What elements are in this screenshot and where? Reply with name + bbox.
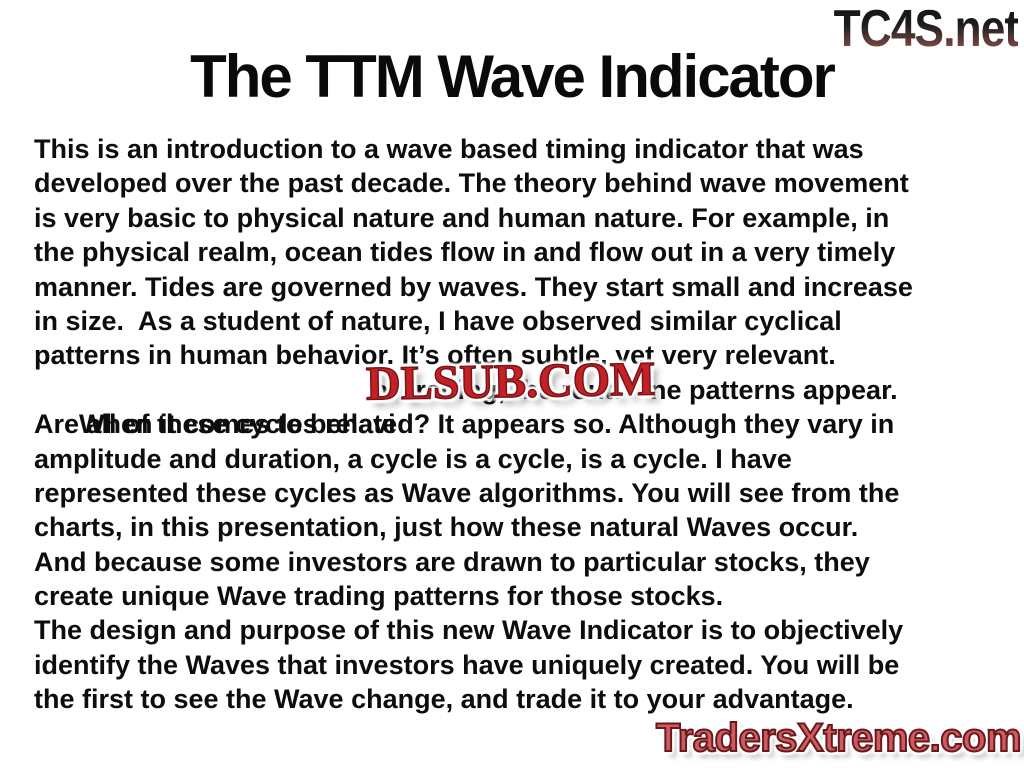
body-line: developed over the past decade. The theo… <box>34 168 909 199</box>
body-line-fragment-right: ne patterns appear. <box>650 374 898 405</box>
tc4s-watermark: TC4S.net <box>833 0 1019 58</box>
body-line: in size. As a student of nature, I have … <box>34 305 842 336</box>
body-line: Are all of these cycles related? It appe… <box>34 409 895 440</box>
body-line: the physical realm, ocean tides flow in … <box>34 237 896 268</box>
body-line: the first to see the Wave change, and tr… <box>34 684 854 715</box>
body-line-fragment-left: When it comes to behavi <box>79 409 396 440</box>
body-line: create unique Wave trading patterns for … <box>34 581 724 612</box>
body-line: represented these cycles as Wave algorit… <box>34 477 900 508</box>
body-line: is very basic to physical nature and hum… <box>34 202 890 233</box>
tradersxtreme-watermark: TradersXtreme.com <box>655 715 1023 761</box>
page-title: The TTM Wave Indicator <box>190 43 836 110</box>
body-line: charts, in this presentation, just how t… <box>34 512 859 543</box>
body-line-fragment-hidden: or trading, the routi <box>372 374 621 405</box>
body-line: identify the Waves that investors have u… <box>34 649 900 680</box>
body-line: patterns in human behavior. It’s often s… <box>34 340 836 371</box>
body-paragraph: This is an introduction to a wave based … <box>34 132 1014 717</box>
body-line: amplitude and duration, a cycle is a cyc… <box>34 443 792 474</box>
dlsub-watermark: DLSUB.COM <box>365 352 657 412</box>
body-line: manner. Tides are governed by waves. The… <box>34 271 913 302</box>
body-line: This is an introduction to a wave based … <box>34 134 864 164</box>
body-line-partially-obscured: When it comes to behavi or trading, the … <box>34 373 1014 439</box>
body-line: And because some investors are drawn to … <box>34 546 870 577</box>
body-line: The design and purpose of this new Wave … <box>34 615 904 646</box>
